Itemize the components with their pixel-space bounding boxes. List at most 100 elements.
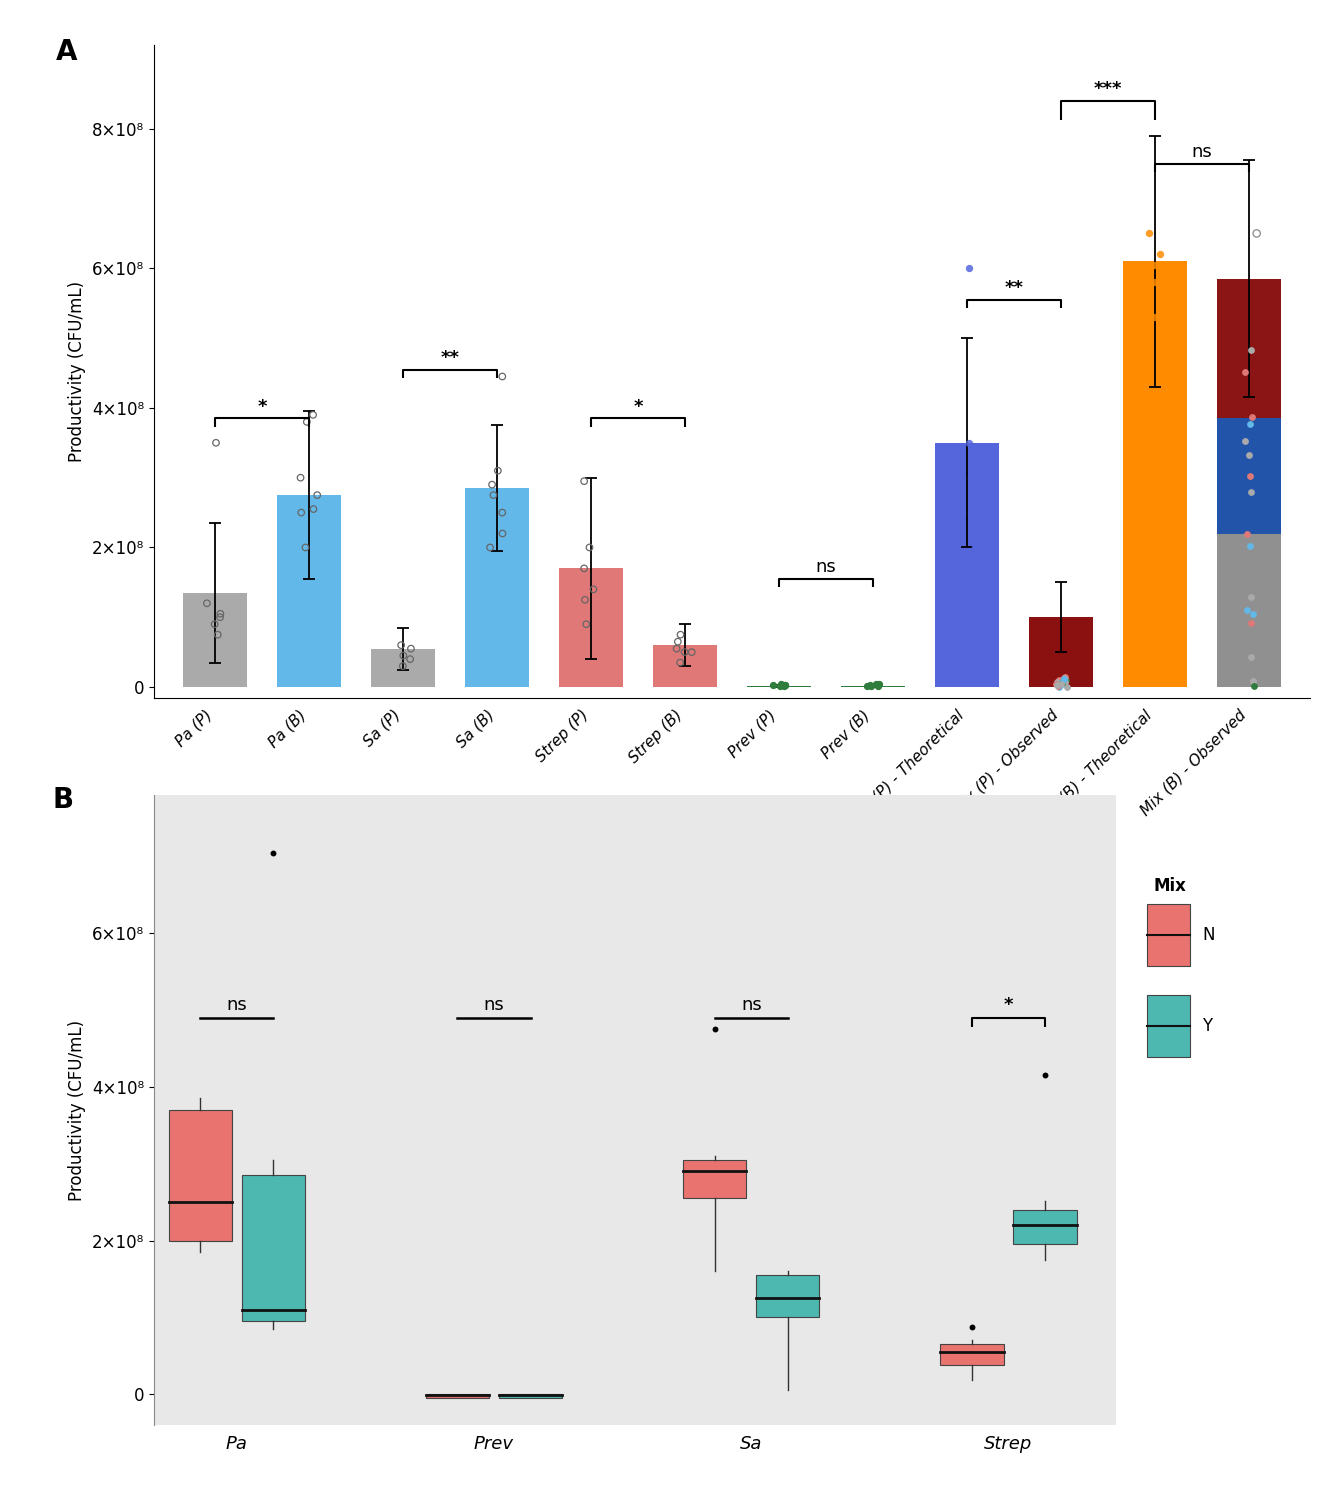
Point xyxy=(1241,585,1262,609)
Point xyxy=(670,622,691,646)
Point xyxy=(1052,672,1074,696)
Point xyxy=(1047,670,1068,694)
Point xyxy=(959,256,980,280)
Point xyxy=(960,465,981,489)
Text: B: B xyxy=(52,786,74,813)
Point xyxy=(1048,675,1070,699)
Point xyxy=(579,536,600,560)
Text: ns: ns xyxy=(1191,142,1213,160)
Point xyxy=(1056,675,1078,699)
Point xyxy=(1242,602,1263,625)
Bar xyxy=(168,1110,231,1240)
Point xyxy=(1241,645,1262,669)
Point xyxy=(1243,674,1265,698)
Point xyxy=(1051,672,1072,696)
Point xyxy=(306,483,328,507)
Point xyxy=(197,591,218,615)
Point xyxy=(290,465,312,489)
Bar xyxy=(1217,279,1281,418)
Point xyxy=(575,588,596,612)
Point xyxy=(1239,464,1261,488)
Bar xyxy=(277,495,341,687)
Point xyxy=(774,674,796,698)
Text: *: * xyxy=(634,398,643,416)
Point xyxy=(1239,338,1261,362)
Bar xyxy=(465,488,529,687)
Point xyxy=(294,536,316,560)
Point xyxy=(1241,405,1262,429)
Point xyxy=(302,496,324,520)
Point xyxy=(1241,480,1262,504)
Point xyxy=(857,674,878,698)
Point xyxy=(961,1316,983,1340)
Point xyxy=(951,564,972,588)
Point xyxy=(583,578,604,602)
Point xyxy=(483,483,504,507)
Point xyxy=(492,364,513,388)
Point xyxy=(1239,534,1261,558)
Point xyxy=(1054,668,1075,692)
Point xyxy=(1234,429,1255,453)
Bar xyxy=(1013,1210,1076,1245)
Point xyxy=(390,633,412,657)
Point xyxy=(400,646,421,670)
Point xyxy=(1051,672,1072,696)
Point xyxy=(666,636,687,660)
Point xyxy=(868,672,889,696)
Point xyxy=(492,501,513,525)
Point xyxy=(1152,326,1174,350)
Bar xyxy=(1147,903,1190,966)
Text: Mix: Mix xyxy=(1154,878,1187,896)
Point xyxy=(492,522,513,546)
Point xyxy=(1055,668,1076,692)
Text: ns: ns xyxy=(226,996,247,1014)
Text: A: A xyxy=(55,39,78,66)
Bar xyxy=(757,1275,820,1317)
Point xyxy=(1054,666,1075,690)
Bar xyxy=(427,1395,489,1398)
Point xyxy=(302,404,324,427)
Point xyxy=(1047,674,1068,698)
Y-axis label: Productivity (CFU/mL): Productivity (CFU/mL) xyxy=(68,1020,86,1200)
Point xyxy=(952,501,973,525)
Point xyxy=(262,840,283,864)
Point xyxy=(861,675,882,699)
Bar xyxy=(940,1344,1004,1365)
Bar xyxy=(1217,534,1281,687)
Point xyxy=(207,622,229,646)
Point xyxy=(774,674,796,698)
Point xyxy=(964,536,985,560)
Text: Y: Y xyxy=(1202,1017,1213,1035)
Text: ns: ns xyxy=(741,996,762,1014)
Point xyxy=(1246,222,1267,246)
Bar xyxy=(499,1395,562,1398)
Text: **: ** xyxy=(1004,279,1024,297)
Point xyxy=(1048,668,1070,692)
Point xyxy=(1138,291,1159,315)
Point xyxy=(481,472,503,496)
Point xyxy=(1235,360,1257,384)
Point xyxy=(953,543,975,567)
Point xyxy=(210,604,231,628)
Point xyxy=(295,410,317,434)
Point xyxy=(1239,413,1261,436)
Point xyxy=(1052,672,1074,696)
Point xyxy=(1035,1064,1056,1088)
Point xyxy=(575,612,596,636)
Bar xyxy=(1217,419,1281,534)
Point xyxy=(290,501,312,525)
Text: ***: *** xyxy=(1094,80,1122,98)
Bar xyxy=(242,1176,305,1322)
Point xyxy=(1055,666,1076,690)
Bar xyxy=(652,645,717,687)
Point xyxy=(1144,270,1166,294)
Point xyxy=(1055,670,1076,694)
Point xyxy=(1241,612,1262,636)
Point xyxy=(762,674,783,698)
Point xyxy=(210,602,231,625)
Point xyxy=(393,644,414,668)
Bar xyxy=(683,1160,746,1198)
Text: ns: ns xyxy=(484,996,504,1014)
Point xyxy=(206,430,227,454)
Bar xyxy=(183,592,247,687)
